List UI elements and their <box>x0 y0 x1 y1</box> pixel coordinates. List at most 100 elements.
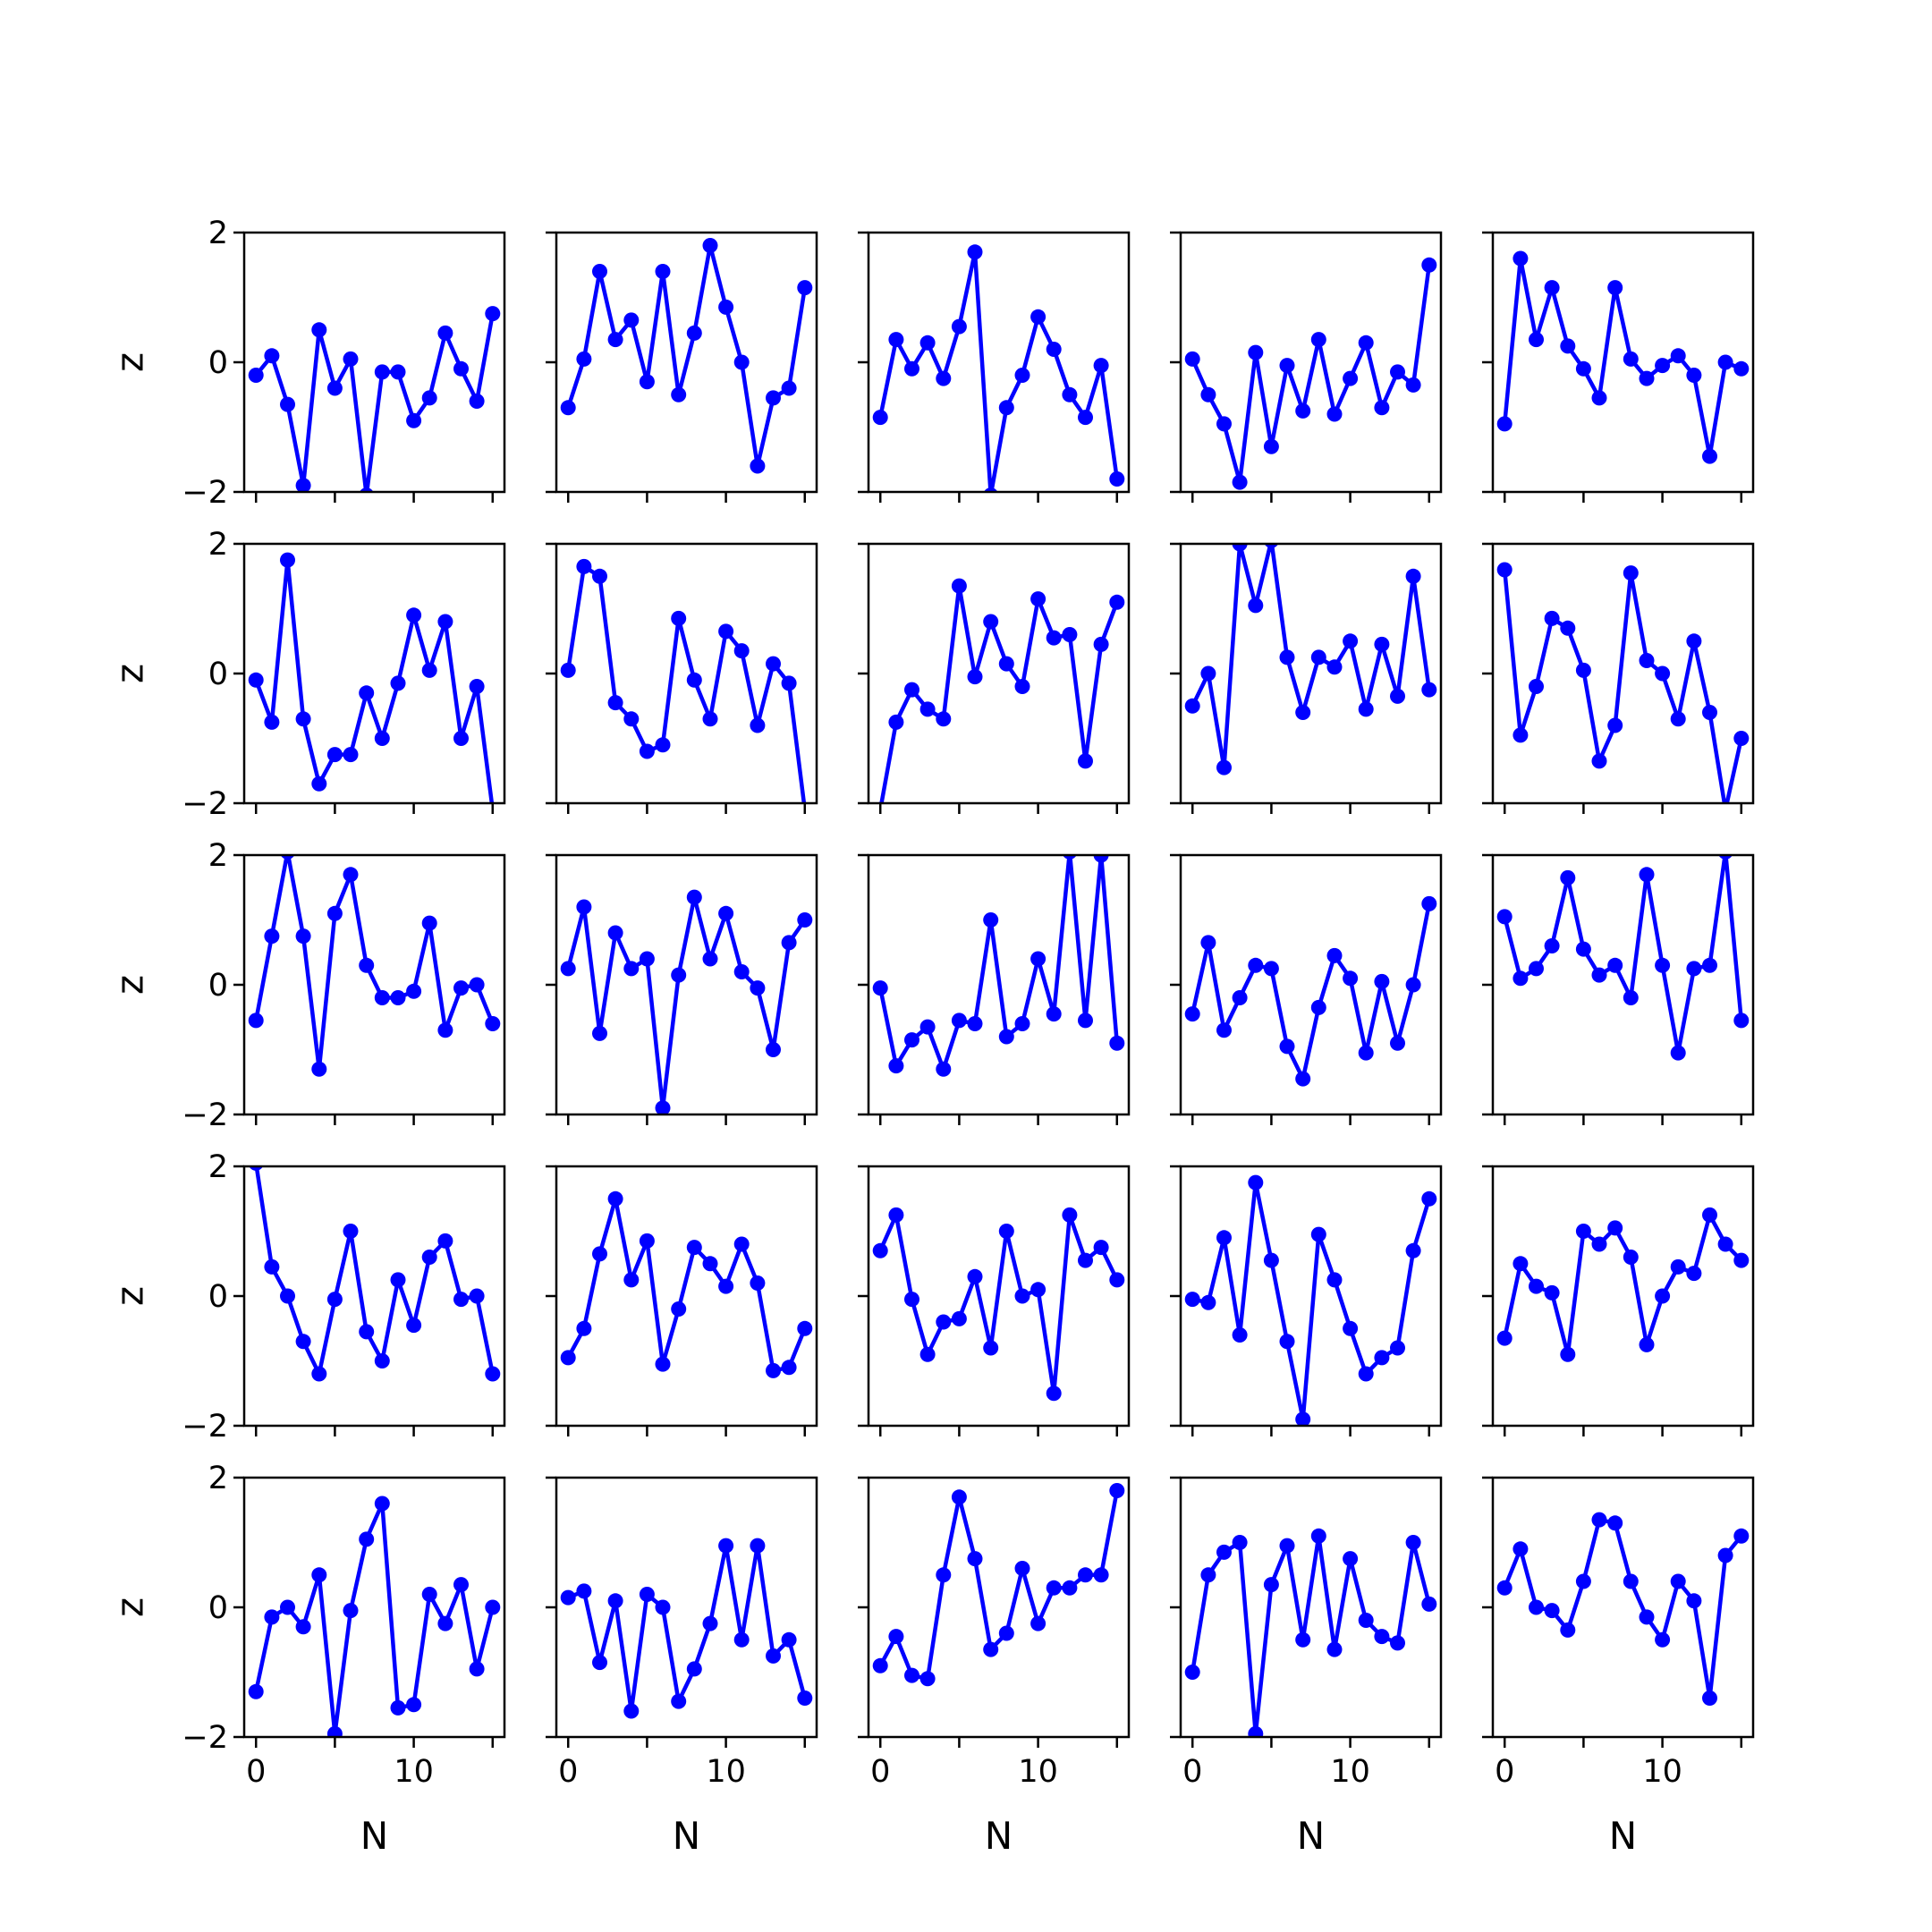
data-point <box>686 672 702 688</box>
data-point <box>406 1697 422 1713</box>
data-point <box>1639 867 1655 883</box>
y-axis-label: z <box>108 664 152 683</box>
data-point <box>485 306 501 322</box>
data-point <box>1063 855 1077 860</box>
data-point <box>1607 957 1623 973</box>
axes-frame <box>1179 853 1443 1116</box>
subplot-2-3 <box>858 542 1131 814</box>
data-point <box>311 1366 327 1382</box>
x-tick-label: 0 <box>1495 1754 1514 1790</box>
data-point <box>1030 951 1046 967</box>
data-point <box>951 1489 967 1505</box>
y-tick-label: 0 <box>208 1279 228 1315</box>
x-tick-label: 10 <box>394 1754 434 1790</box>
data-point <box>1655 1631 1671 1648</box>
axes-frame <box>1179 231 1443 494</box>
data-point <box>1216 1230 1232 1246</box>
data-point <box>374 731 390 746</box>
subplot-3-1: −2 0 2 z <box>108 838 506 1133</box>
series-group <box>1496 855 1750 1061</box>
data-point <box>1639 653 1655 668</box>
data-point <box>295 1334 311 1350</box>
data-point <box>592 1655 607 1671</box>
subplot-5-1: 0 10 −2 0 2 z N <box>108 1461 506 1858</box>
data-point <box>1295 1411 1311 1426</box>
y-tick-label: −2 <box>182 1097 228 1133</box>
data-point <box>1358 701 1374 717</box>
data-point <box>311 775 327 792</box>
data-point <box>639 743 655 759</box>
data-point <box>406 983 422 999</box>
data-point <box>343 1603 359 1619</box>
data-point <box>1686 1266 1702 1282</box>
data-point <box>1702 1690 1717 1706</box>
data-point <box>718 905 734 921</box>
data-point <box>655 1100 671 1114</box>
data-point <box>576 351 592 367</box>
data-point <box>983 614 999 630</box>
series-line <box>1190 1534 1431 1736</box>
data-point <box>1358 1045 1374 1061</box>
data-point <box>437 325 453 341</box>
series-line <box>878 1490 1120 1682</box>
data-point <box>766 1648 781 1664</box>
data-point <box>607 332 623 348</box>
data-point <box>1216 416 1232 432</box>
data-point <box>686 1661 702 1677</box>
data-point <box>1670 711 1686 727</box>
y-tick-label: 0 <box>208 345 228 381</box>
data-point <box>390 1272 406 1288</box>
data-point <box>623 1272 640 1288</box>
y-tick-label: 0 <box>208 968 228 1004</box>
data-point <box>1248 1174 1264 1191</box>
data-point <box>1496 416 1513 432</box>
x-axis-label: N <box>985 1814 1013 1858</box>
data-point <box>576 899 592 915</box>
data-point <box>1248 957 1264 973</box>
data-point <box>702 951 718 967</box>
y-tick-label: 2 <box>208 838 228 874</box>
y-tick-label: 2 <box>208 527 228 563</box>
data-point <box>872 1242 888 1258</box>
data-point <box>936 711 952 727</box>
data-point <box>1575 941 1591 957</box>
data-point <box>1390 1635 1405 1651</box>
series-line <box>254 1166 496 1377</box>
subplot-1-2 <box>546 231 818 503</box>
data-point <box>248 1683 264 1699</box>
subplot-2-4 <box>1170 542 1443 814</box>
subplot-2-1: −2 0 2 z <box>108 527 506 822</box>
y-axis-label: z <box>108 975 152 995</box>
data-point <box>1513 250 1529 267</box>
data-point <box>1529 1599 1544 1615</box>
data-point <box>1232 1535 1248 1550</box>
data-point <box>1733 360 1750 377</box>
series-line <box>1191 544 1432 770</box>
series-group <box>560 1538 813 1719</box>
data-point <box>469 977 485 993</box>
x-tick-label: 10 <box>1642 1754 1682 1790</box>
data-point <box>1686 633 1702 649</box>
data-point <box>1544 1603 1560 1619</box>
data-point <box>359 685 375 701</box>
data-point <box>686 889 702 905</box>
data-point <box>733 964 750 979</box>
data-point <box>1264 544 1279 548</box>
data-point <box>1014 368 1030 383</box>
series-group <box>1496 562 1750 803</box>
data-point <box>623 961 640 977</box>
data-point <box>1591 1236 1607 1252</box>
data-point <box>1607 717 1623 733</box>
data-point <box>576 1320 592 1336</box>
data-point <box>1232 474 1248 490</box>
data-point <box>919 335 936 351</box>
data-point <box>1358 1613 1374 1628</box>
data-point <box>718 623 734 640</box>
y-tick-label: 0 <box>208 1590 228 1626</box>
data-point <box>1655 665 1671 682</box>
data-point <box>1529 1278 1544 1294</box>
data-point <box>967 1268 983 1284</box>
data-point <box>1326 406 1343 422</box>
axes-frame <box>555 542 818 805</box>
series-line <box>1502 1213 1743 1357</box>
